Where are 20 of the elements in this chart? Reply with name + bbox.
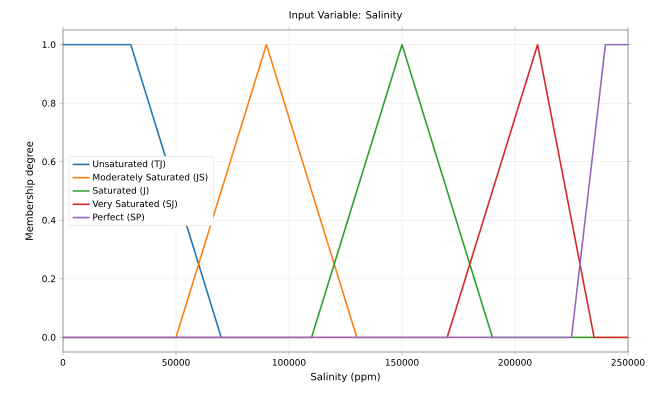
y-tick-label: 0.0 (42, 334, 56, 341)
y-tick-label: 0.4 (42, 216, 56, 224)
y-tick-label: 0.2 (42, 275, 56, 282)
x-tick-label: 100000 (272, 359, 306, 366)
y-tick-label: 0.8 (42, 100, 56, 107)
y-tick-label: 1.0 (42, 41, 56, 48)
chart-title: Input Variable: Salinity (290, 10, 402, 21)
x-tick-label: 200000 (498, 359, 532, 366)
legend-label: Saturated (J) (93, 186, 148, 196)
legend-label: Unsaturated (TJ) (93, 160, 166, 169)
legend-label: Very Saturated (SJ) (92, 200, 177, 209)
legend-label: Moderately Saturated (JS) (93, 174, 208, 182)
y-tick-label: 0.6 (42, 158, 56, 166)
legend-label: Perfect (SP) (93, 213, 144, 222)
x-tick-label: 250000 (612, 359, 645, 366)
x-axis-title: Salinity (ppm) (311, 372, 380, 382)
x-tick-label: 0 (60, 359, 66, 366)
x-tick-label: 50000 (162, 359, 190, 366)
x-tick-label: 150000 (386, 359, 419, 366)
y-axis-title: Membership degree (25, 142, 35, 240)
